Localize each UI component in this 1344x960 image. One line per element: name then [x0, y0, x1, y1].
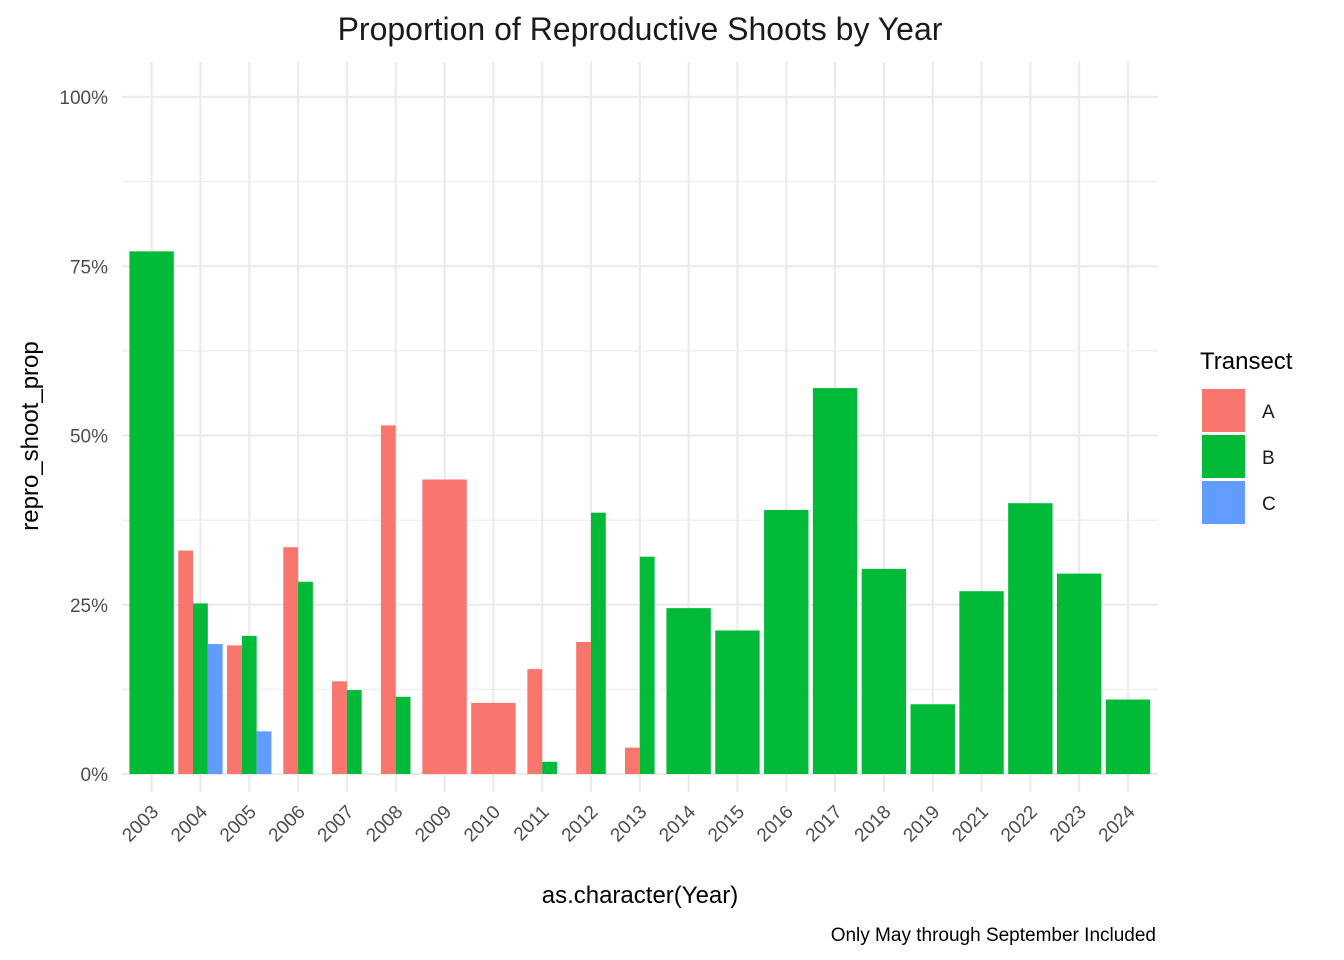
bar-2003-B: [129, 251, 174, 774]
x-tick-label: 2011: [510, 802, 554, 846]
bar-2015-B: [715, 630, 760, 774]
x-tick-label: 2004: [167, 801, 212, 846]
x-tick-label: 2005: [216, 802, 261, 847]
x-axis-title: as.character(Year): [542, 882, 739, 909]
x-tick-label: 2012: [558, 802, 603, 847]
y-tick-label: 75%: [70, 257, 108, 278]
y-tick-label: 0%: [81, 765, 109, 786]
x-tick-label: 2018: [851, 802, 896, 847]
bar-2006-A: [283, 547, 299, 774]
bar-2008-A: [380, 425, 396, 774]
x-tick-label: 2003: [118, 802, 163, 847]
y-tick-label: 100%: [59, 88, 108, 109]
x-tick-label: 2014: [655, 801, 700, 846]
x-tick-label: 2009: [411, 802, 456, 847]
bar-2007-A: [332, 681, 347, 774]
y-axis-ticks: 0% 25% 50% 75% 100%: [59, 88, 108, 786]
bar-2017-B: [812, 388, 858, 774]
legend-key-A: [1202, 389, 1245, 432]
bar-2007-B: [346, 690, 362, 774]
bar-2005-A: [227, 645, 242, 774]
x-tick-label: 2021: [948, 802, 993, 847]
bar-2018-B: [861, 568, 907, 774]
x-tick-label: 2019: [900, 802, 945, 847]
bar-2024-B: [1105, 699, 1151, 774]
legend-title: Transect: [1200, 348, 1293, 375]
x-tick-label: 2013: [607, 802, 652, 847]
bar-2011-B: [542, 761, 557, 774]
legend-label-B: B: [1262, 448, 1275, 469]
bar-2013-A: [625, 747, 640, 774]
x-tick-label: 2015: [704, 802, 749, 847]
bar-2016-B: [764, 509, 809, 774]
bar-2005-B: [241, 635, 257, 774]
bar-2004-B: [193, 603, 208, 774]
y-axis-title: repro_shoot_prop: [17, 341, 44, 530]
legend: Transect A B C: [1200, 348, 1293, 524]
legend-label-A: A: [1262, 402, 1275, 423]
x-tick-label: 2007: [314, 802, 359, 847]
bar-2012-A: [576, 641, 591, 774]
bar-2022-B: [1008, 503, 1053, 774]
bar-2005-C: [256, 731, 272, 774]
x-tick-label: 2008: [362, 802, 407, 847]
bar-2010-A: [471, 702, 516, 774]
bar-2011-A: [527, 669, 543, 774]
x-tick-label: 2006: [265, 802, 310, 847]
bar-2012-B: [590, 512, 606, 774]
bar-2004-A: [178, 550, 194, 774]
chart-title: Proportion of Reproductive Shoots by Yea…: [338, 11, 943, 47]
bar-2019-B: [910, 704, 955, 774]
x-tick-label: 2023: [1046, 802, 1091, 847]
bar-2009-A: [422, 479, 467, 774]
chart-caption: Only May through September Included: [831, 925, 1156, 946]
x-tick-label: 2024: [1095, 801, 1140, 846]
x-tick-label: 2016: [753, 802, 798, 847]
x-axis-ticks: 2003 2004 2005 2006 2007 2008 2009 2010 2011 2012…: [118, 801, 1139, 846]
y-tick-label: 50%: [70, 427, 108, 448]
bar-2023-B: [1056, 573, 1102, 774]
bars: [129, 251, 1151, 774]
bar-2014-B: [666, 608, 711, 774]
bar-2006-B: [298, 581, 313, 774]
x-tick-label: 2017: [802, 802, 847, 847]
bar-2021-B: [959, 591, 1004, 774]
legend-key-B: [1202, 435, 1245, 478]
x-tick-label: 2022: [997, 802, 1042, 847]
x-tick-label: 2010: [460, 802, 505, 847]
legend-items: A B C: [1202, 389, 1276, 524]
legend-key-C: [1202, 481, 1245, 524]
bar-2008-B: [395, 696, 411, 774]
bar-2013-B: [639, 556, 655, 774]
y-tick-label: 25%: [70, 596, 108, 617]
legend-label-C: C: [1262, 494, 1276, 515]
bar-2004-C: [207, 644, 223, 774]
